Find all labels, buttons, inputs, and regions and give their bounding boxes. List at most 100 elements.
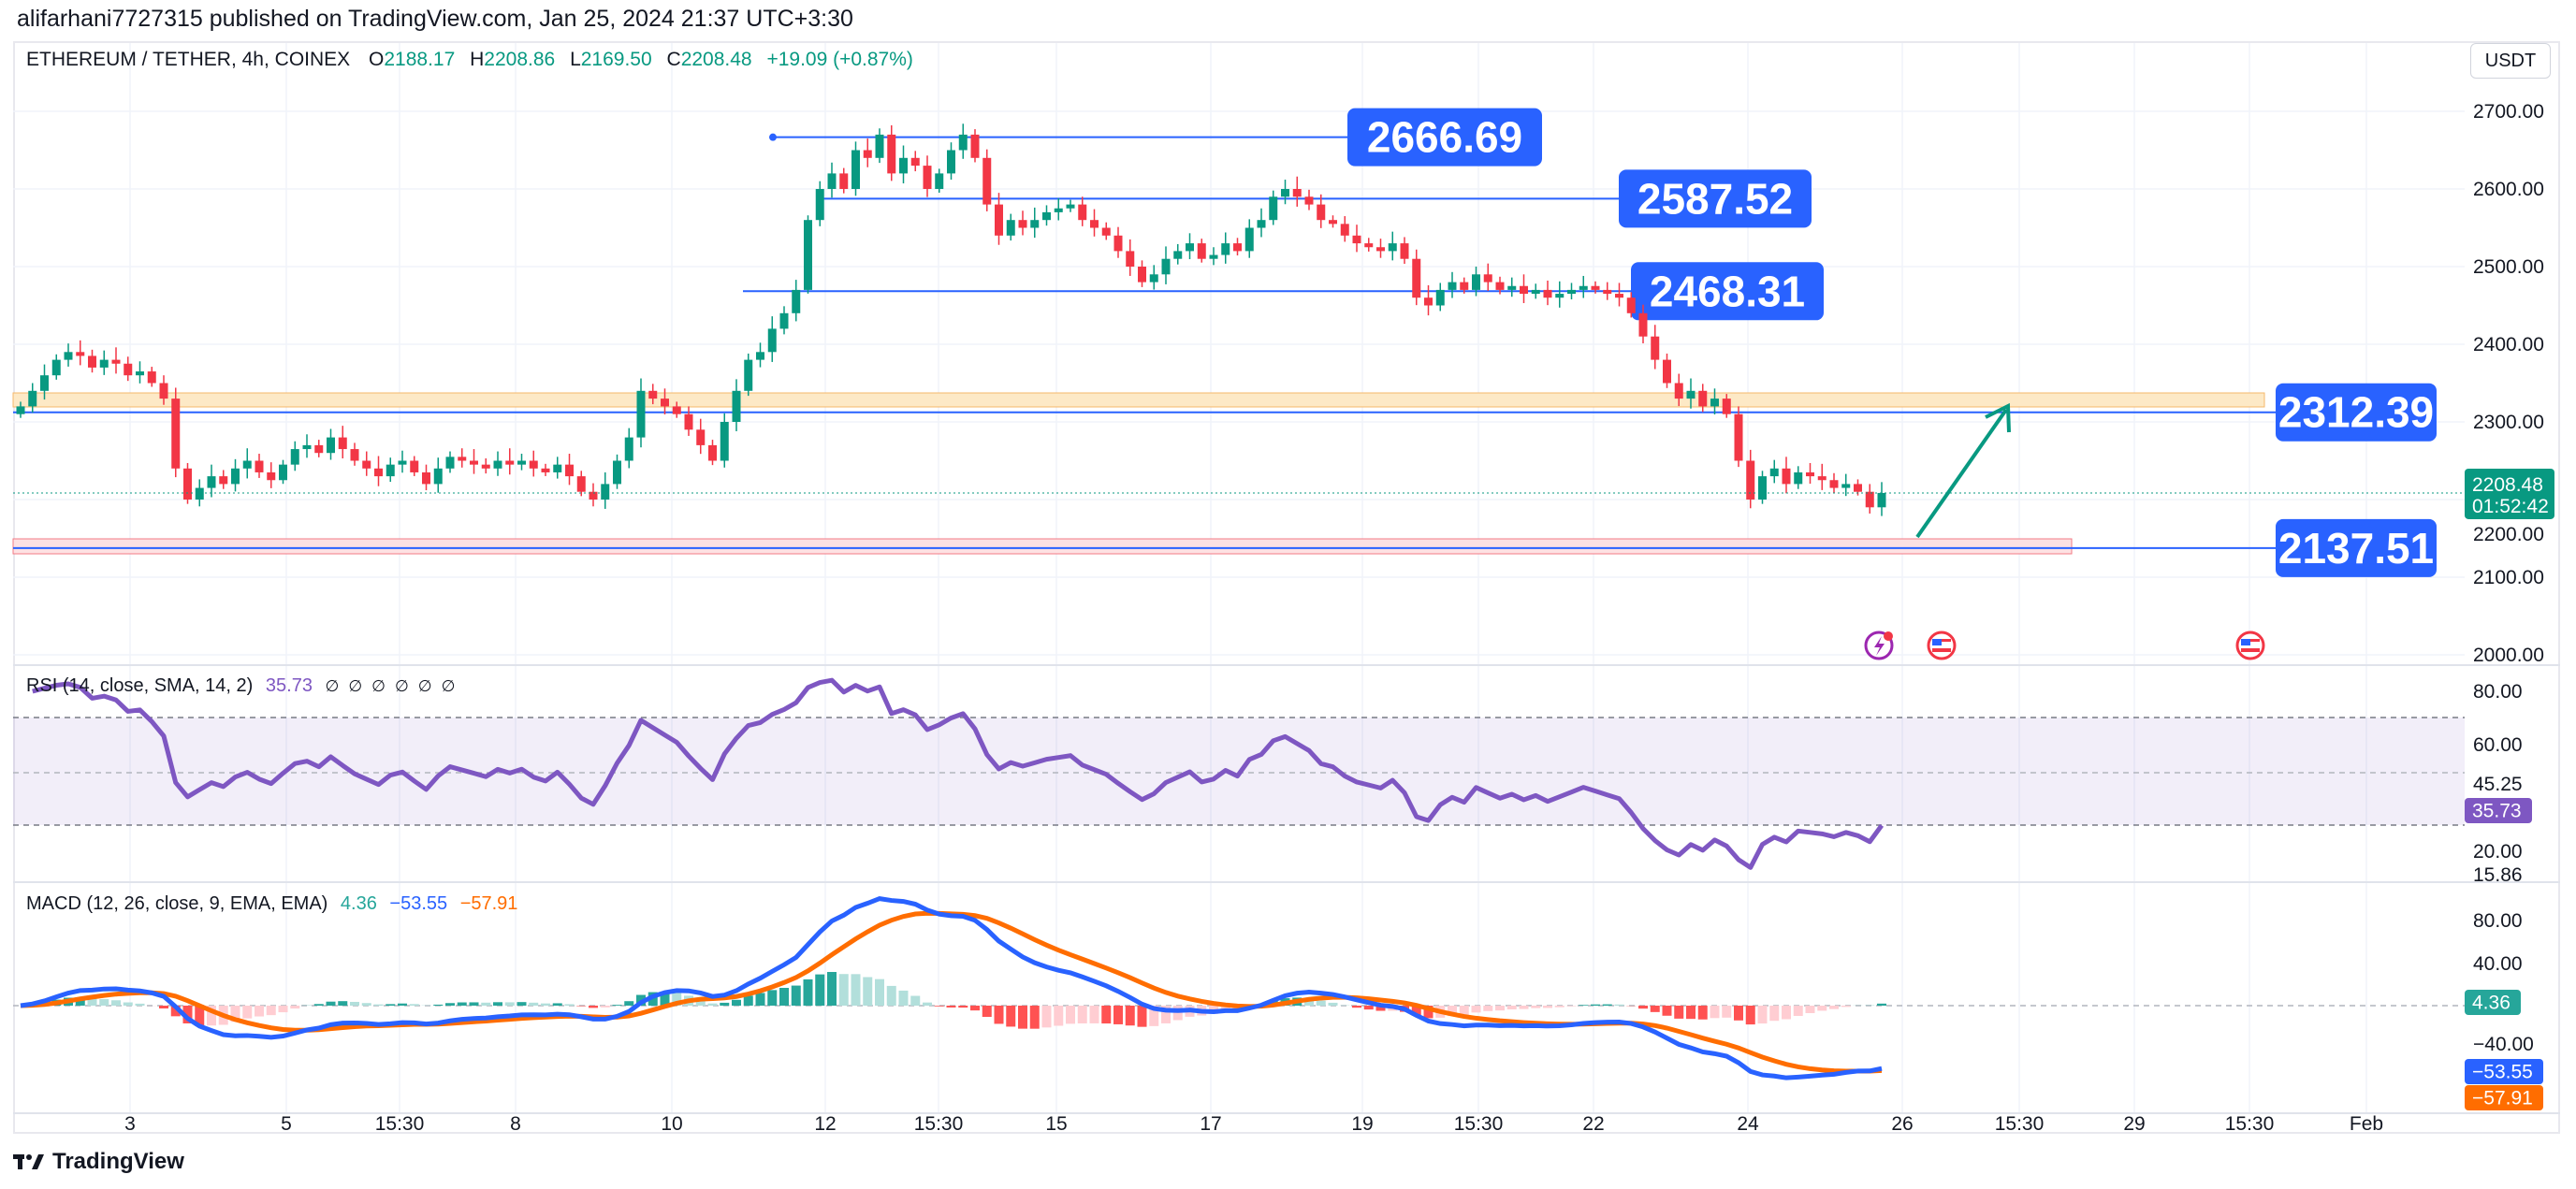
candle[interactable] bbox=[1865, 484, 1874, 514]
candle[interactable] bbox=[1651, 325, 1660, 370]
candle[interactable] bbox=[553, 457, 562, 479]
candle[interactable] bbox=[672, 401, 681, 418]
candle[interactable] bbox=[1686, 378, 1696, 409]
candle[interactable] bbox=[183, 462, 192, 504]
candle[interactable] bbox=[529, 450, 538, 477]
candle[interactable] bbox=[1400, 237, 1409, 265]
candle[interactable] bbox=[1281, 180, 1289, 205]
lightning-event-icon[interactable] bbox=[1864, 631, 1894, 660]
candle[interactable] bbox=[923, 155, 932, 197]
candle[interactable] bbox=[1829, 472, 1839, 494]
macd-legend[interactable]: MACD (12, 26, close, 9, EMA, EMA) 4.36 −… bbox=[26, 893, 517, 915]
candle[interactable] bbox=[493, 451, 502, 476]
candle[interactable] bbox=[696, 418, 706, 455]
candle[interactable] bbox=[576, 471, 586, 497]
candle[interactable] bbox=[171, 387, 181, 478]
candle[interactable] bbox=[1520, 274, 1528, 304]
candle[interactable] bbox=[279, 459, 287, 485]
candle[interactable] bbox=[1722, 394, 1731, 418]
symbol-legend[interactable]: ETHEREUM / TETHER, 4h, COINEX O2188.17 H… bbox=[26, 49, 923, 71]
candle[interactable] bbox=[255, 454, 264, 478]
candle[interactable] bbox=[99, 350, 109, 375]
candle[interactable] bbox=[1340, 216, 1349, 242]
candle[interactable] bbox=[827, 162, 837, 198]
candle[interactable] bbox=[815, 181, 824, 226]
candle[interactable] bbox=[1233, 238, 1242, 256]
candle[interactable] bbox=[1138, 260, 1146, 287]
candle[interactable] bbox=[1663, 353, 1671, 388]
candle[interactable] bbox=[207, 464, 216, 498]
candle[interactable] bbox=[1090, 209, 1099, 237]
candle[interactable] bbox=[1018, 210, 1027, 236]
candle[interactable] bbox=[1221, 232, 1230, 264]
candle[interactable] bbox=[1042, 205, 1051, 226]
candle[interactable] bbox=[1495, 276, 1505, 295]
candle[interactable] bbox=[374, 456, 383, 486]
candle[interactable] bbox=[1817, 463, 1826, 490]
candle[interactable] bbox=[267, 462, 276, 488]
candle[interactable] bbox=[147, 367, 156, 387]
candle[interactable] bbox=[661, 388, 669, 415]
candle[interactable] bbox=[1460, 277, 1469, 294]
price-level-2[interactable]: 2468.31 bbox=[743, 262, 1824, 321]
us-flag-event-icon[interactable] bbox=[1927, 631, 1957, 660]
candle[interactable] bbox=[362, 451, 371, 476]
candle[interactable] bbox=[875, 128, 884, 164]
candle[interactable] bbox=[910, 151, 920, 172]
candle[interactable] bbox=[970, 129, 980, 163]
candle[interactable] bbox=[398, 450, 407, 473]
candle[interactable] bbox=[231, 458, 240, 492]
candle[interactable] bbox=[1841, 473, 1851, 497]
candle[interactable] bbox=[470, 449, 478, 474]
candle[interactable] bbox=[327, 428, 335, 460]
candle[interactable] bbox=[1746, 449, 1755, 509]
candle[interactable] bbox=[290, 441, 299, 471]
resistance-zone[interactable] bbox=[12, 392, 2265, 408]
price-level-4[interactable]: 2137.51 bbox=[13, 518, 2437, 577]
candle[interactable] bbox=[565, 454, 574, 486]
candle[interactable] bbox=[1352, 225, 1361, 253]
candle[interactable] bbox=[1567, 283, 1576, 300]
candle[interactable] bbox=[982, 149, 992, 211]
candle[interactable] bbox=[64, 343, 73, 367]
candle[interactable] bbox=[1758, 471, 1767, 504]
candle[interactable] bbox=[792, 280, 801, 322]
candle[interactable] bbox=[505, 448, 515, 475]
candle[interactable] bbox=[386, 457, 395, 483]
candle[interactable] bbox=[28, 383, 37, 413]
candle[interactable] bbox=[219, 470, 228, 489]
price-level-1[interactable]: 2587.52 bbox=[822, 169, 1812, 228]
projection-arrow[interactable] bbox=[1915, 402, 2011, 539]
candle[interactable] bbox=[338, 426, 347, 459]
candle[interactable] bbox=[1435, 283, 1445, 312]
level-anchor[interactable] bbox=[769, 133, 777, 141]
candle[interactable] bbox=[935, 168, 944, 193]
candle[interactable] bbox=[887, 124, 896, 181]
candle[interactable] bbox=[839, 167, 849, 194]
candle[interactable] bbox=[1173, 243, 1183, 265]
candle[interactable] bbox=[863, 138, 872, 167]
candle[interactable] bbox=[242, 448, 252, 479]
candle[interactable] bbox=[1472, 267, 1480, 297]
candle[interactable] bbox=[1698, 384, 1708, 413]
candle[interactable] bbox=[1734, 406, 1743, 468]
candle[interactable] bbox=[1555, 281, 1565, 308]
candle[interactable] bbox=[159, 375, 168, 405]
us-flag-event-icon[interactable] bbox=[2235, 631, 2265, 660]
rsi-line[interactable] bbox=[32, 677, 1885, 870]
candle[interactable] bbox=[76, 340, 85, 366]
candle[interactable] bbox=[51, 354, 61, 380]
macd-signal-line[interactable] bbox=[20, 910, 1883, 1074]
candle[interactable] bbox=[1412, 249, 1421, 306]
candle[interactable] bbox=[1794, 466, 1803, 489]
candle[interactable] bbox=[124, 356, 133, 382]
candle[interactable] bbox=[1078, 196, 1087, 226]
candle[interactable] bbox=[302, 434, 312, 458]
candle[interactable] bbox=[947, 142, 955, 181]
candle[interactable] bbox=[1101, 222, 1111, 240]
candle[interactable] bbox=[708, 440, 717, 466]
candle[interactable] bbox=[589, 483, 598, 507]
candle[interactable] bbox=[1257, 208, 1266, 238]
candle[interactable] bbox=[732, 379, 741, 431]
